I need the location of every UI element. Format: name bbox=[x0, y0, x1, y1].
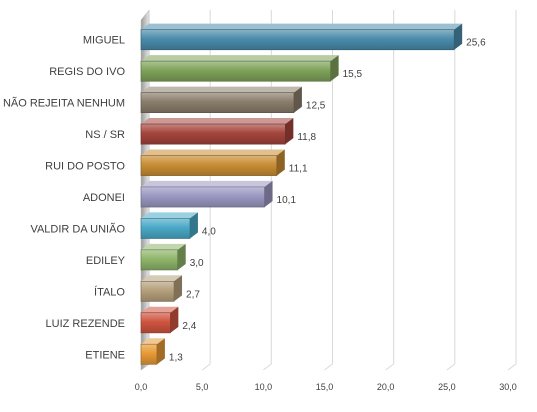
bar-front-face bbox=[140, 155, 278, 176]
category-label: NÃO REJEITA NENHUM bbox=[3, 97, 125, 110]
x-tick-label: 5,0 bbox=[196, 382, 209, 392]
bars bbox=[140, 23, 463, 365]
bar-top-face bbox=[141, 86, 302, 93]
bar-end-face bbox=[454, 23, 463, 50]
bar bbox=[140, 86, 302, 114]
x-tick-label: 10,0 bbox=[255, 382, 273, 392]
data-label: 25,6 bbox=[466, 38, 486, 49]
gridline-floor bbox=[324, 363, 333, 371]
bar-end-face bbox=[177, 243, 186, 270]
gridline-floor bbox=[507, 363, 517, 371]
category-label: ÍTALO bbox=[94, 285, 125, 298]
category-label: RUI DO POSTO bbox=[45, 161, 125, 173]
bar-front-face bbox=[140, 218, 191, 239]
bar-front-face bbox=[140, 60, 331, 82]
data-label: 15,5 bbox=[343, 69, 363, 80]
data-label: 3,0 bbox=[190, 258, 204, 269]
category-label: VALDIR DA UNIÃO bbox=[30, 222, 125, 235]
bar-top-face bbox=[141, 55, 339, 62]
data-label: 2,4 bbox=[182, 321, 196, 332]
bar bbox=[140, 243, 186, 271]
bar-end-face bbox=[170, 306, 179, 333]
bar-front-face bbox=[140, 312, 171, 334]
category-label: ETIENE bbox=[85, 349, 125, 361]
data-label: 2,7 bbox=[186, 289, 200, 300]
gridline-floor bbox=[385, 363, 394, 371]
bar-top-face bbox=[141, 212, 198, 219]
bar bbox=[140, 23, 463, 51]
bar-front-face bbox=[140, 29, 455, 51]
bar-front-face bbox=[140, 280, 175, 302]
bar bbox=[140, 180, 273, 208]
bar-front-face bbox=[140, 186, 265, 208]
bar-end-face bbox=[174, 275, 183, 302]
category-label: REGIS DO IVO bbox=[49, 66, 125, 78]
bar-front-face bbox=[140, 123, 286, 145]
bar-end-face bbox=[264, 180, 273, 208]
data-label: 12,5 bbox=[306, 101, 326, 112]
data-label: 11,1 bbox=[289, 164, 308, 175]
bar bbox=[140, 149, 285, 176]
bar-end-face bbox=[293, 86, 302, 113]
category-label: NS / SR bbox=[85, 129, 125, 141]
x-tick-label: 20,0 bbox=[377, 382, 395, 392]
bar-end-face bbox=[156, 338, 165, 365]
gridline-floor bbox=[263, 363, 272, 371]
category-label: EDILEY bbox=[86, 255, 126, 267]
bar-top-face bbox=[141, 180, 273, 187]
bar bbox=[140, 306, 179, 334]
bar-front-face bbox=[140, 343, 158, 365]
bar-top-face bbox=[141, 306, 179, 313]
bar-end-face bbox=[276, 149, 285, 176]
category-label: MIGUEL bbox=[83, 35, 125, 47]
bar-end-face bbox=[285, 118, 294, 145]
bar bbox=[140, 212, 198, 239]
data-label: 4,0 bbox=[202, 226, 216, 237]
bar-front-face bbox=[140, 92, 295, 114]
bar-top-face bbox=[141, 149, 285, 156]
bar-end-face bbox=[330, 55, 339, 82]
bar-top-face bbox=[141, 275, 183, 282]
bar bbox=[140, 118, 294, 145]
bar-top-face bbox=[141, 118, 294, 125]
bar-top-face bbox=[141, 338, 165, 345]
bar bbox=[140, 338, 165, 365]
category-label: ADONEI bbox=[83, 192, 125, 204]
data-label: 11,8 bbox=[297, 132, 316, 143]
data-label: 10,1 bbox=[277, 195, 297, 206]
x-tick-label: 15,0 bbox=[316, 382, 334, 392]
x-tick-label: 30,0 bbox=[499, 382, 517, 392]
bar-front-face bbox=[140, 249, 179, 271]
data-label: 1,3 bbox=[169, 352, 183, 363]
bar-top-face bbox=[141, 23, 463, 30]
gridline-floor bbox=[446, 363, 456, 371]
category-label: LUIZ REZENDE bbox=[46, 318, 125, 330]
x-tick-label: 0,0 bbox=[135, 382, 148, 392]
gridline-floor bbox=[201, 363, 211, 371]
bar bbox=[140, 55, 339, 82]
labels: MIGUEL 25,6 REGIS DO IVO 15,5 NÃO REJEITA NE… bbox=[3, 35, 517, 392]
bar bbox=[140, 275, 183, 302]
bar-top-face bbox=[141, 243, 186, 250]
x-tick-label: 25,0 bbox=[438, 382, 456, 392]
bar-end-face bbox=[189, 212, 198, 239]
